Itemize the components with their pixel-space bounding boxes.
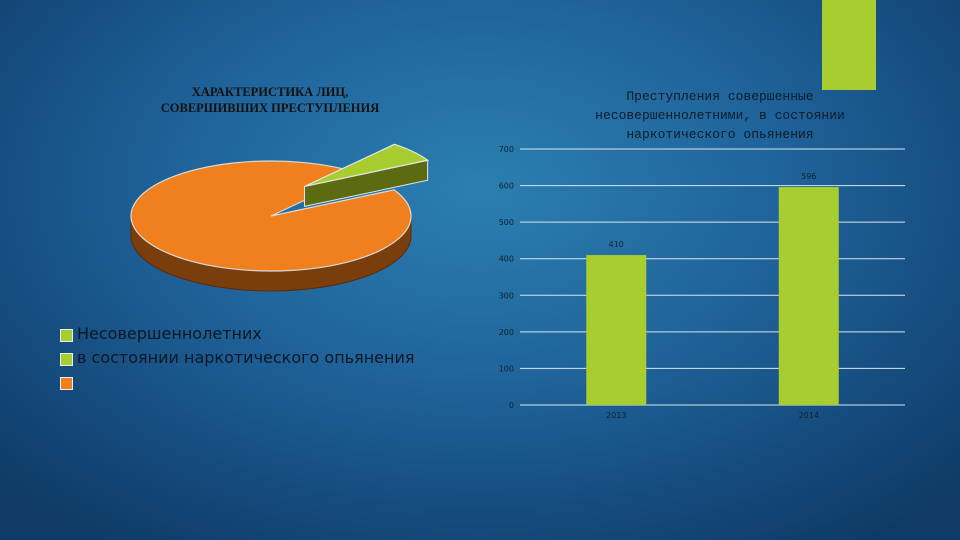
bar-2014 xyxy=(778,187,839,405)
legend-swatch xyxy=(60,329,73,342)
pie-big-slice xyxy=(130,160,412,272)
pie-title-line-2: СОВЕРШИВШИХ ПРЕСТУПЛЕНИЯ xyxy=(160,101,380,115)
y-tick-label: 500 xyxy=(499,218,514,227)
data-label: 410 xyxy=(609,240,624,249)
x-tick-label: 2014 xyxy=(799,411,819,420)
pie-title-line-1: ХАРАКТЕРИСТИКА ЛИЦ, xyxy=(191,85,349,99)
data-label: 596 xyxy=(801,172,816,181)
bar-2013 xyxy=(586,255,647,405)
legend-swatch xyxy=(60,353,73,366)
accent-bar xyxy=(822,0,876,90)
bar-chart-title: Преступления совершенные несовершеннолет… xyxy=(560,87,880,144)
bar-title-line-1: Преступления совершенные xyxy=(626,89,814,104)
y-tick-label: 100 xyxy=(499,364,514,373)
y-tick-label: 400 xyxy=(499,255,514,264)
legend-swatch xyxy=(60,377,73,390)
y-tick-label: 600 xyxy=(499,182,514,191)
y-tick-label: 200 xyxy=(499,328,514,337)
y-tick-label: 700 xyxy=(499,145,514,154)
pie-chart-title: ХАРАКТЕРИСТИКА ЛИЦ, СОВЕРШИВШИХ ПРЕСТУПЛ… xyxy=(130,84,410,116)
bar-title-line-2: несовершеннолетними, в состоянии xyxy=(595,108,845,123)
legend-label: в состоянии наркотического опьянения xyxy=(77,348,415,367)
legend-label: Несовершеннолетних xyxy=(77,324,262,343)
y-tick-label: 300 xyxy=(499,291,514,300)
bar-title-line-3: наркотического опьянения xyxy=(626,127,814,142)
pie-small-slice xyxy=(304,143,430,188)
y-tick-label: 0 xyxy=(509,401,514,410)
x-tick-label: 2013 xyxy=(606,411,626,420)
